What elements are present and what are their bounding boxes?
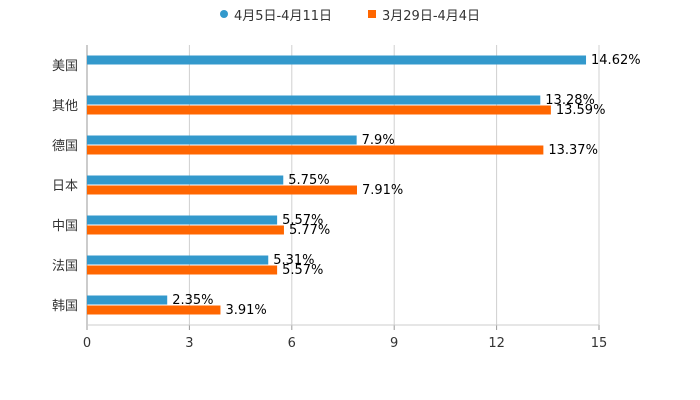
category-label-2: 德国 — [52, 139, 78, 154]
tick-label-x-9: 9 — [390, 336, 398, 351]
bar-s2-6 — [87, 305, 221, 315]
data-label-s2-2: 13.37% — [548, 143, 598, 158]
legend-swatch-series-2 — [368, 10, 376, 18]
data-label-s1-0: 14.62% — [591, 53, 641, 68]
category-label-4: 中国 — [52, 219, 78, 234]
bar-s1-1 — [87, 95, 541, 105]
category-label-5: 法国 — [52, 259, 78, 274]
tick-label-x-15: 15 — [591, 336, 608, 351]
data-label-s1-2: 7.9% — [362, 133, 395, 148]
data-label-s1-4: 5.57% — [282, 213, 323, 228]
data-label-s1-5: 5.31% — [273, 253, 314, 268]
tick-label-x-0: 0 — [83, 336, 91, 351]
tick-label-x-12: 12 — [488, 336, 505, 351]
legend-swatch-series-1 — [219, 10, 228, 18]
data-label-s2-6: 3.91% — [225, 303, 266, 318]
data-label-s2-3: 7.91% — [362, 183, 403, 198]
data-label-s1-3: 5.75% — [288, 173, 329, 188]
tick-label-x-3: 3 — [185, 336, 193, 351]
bar-s2-4 — [87, 225, 284, 235]
bar-s2-5 — [87, 265, 278, 275]
bar-s1-3 — [87, 175, 284, 185]
category-label-1: 其他 — [52, 99, 78, 114]
data-label-s2-5: 5.57% — [282, 263, 323, 278]
category-label-0: 美国 — [52, 59, 78, 74]
chart-legend: 4月5日-4月11日 3月29日-4月4日 — [0, 4, 700, 24]
bar-s1-0 — [87, 55, 587, 65]
bar-s1-6 — [87, 295, 168, 305]
bar-s1-4 — [87, 215, 278, 225]
legend-item-series-2[interactable]: 3月29日-4月4日 — [368, 4, 480, 24]
legend-item-series-1[interactable]: 4月5日-4月11日 — [219, 4, 332, 24]
bar-s2-1 — [87, 105, 551, 115]
data-label-s1-1: 13.28% — [545, 93, 595, 108]
bar-s1-2 — [87, 135, 357, 145]
category-label-3: 日本 — [52, 179, 78, 194]
data-label-s1-6: 2.35% — [172, 293, 213, 308]
legend-label-series-1: 4月5日-4月11日 — [233, 8, 332, 24]
data-label-s2-4: 5.77% — [289, 223, 330, 238]
legend-label-series-2: 3月29日-4月4日 — [382, 8, 481, 24]
bar-s2-2 — [87, 145, 544, 155]
data-label-s2-1: 13.59% — [556, 103, 606, 118]
bar-s2-3 — [87, 185, 357, 195]
tick-label-x-6: 6 — [288, 336, 296, 351]
category-label-6: 韩国 — [52, 299, 78, 314]
bar-s1-5 — [87, 255, 269, 265]
